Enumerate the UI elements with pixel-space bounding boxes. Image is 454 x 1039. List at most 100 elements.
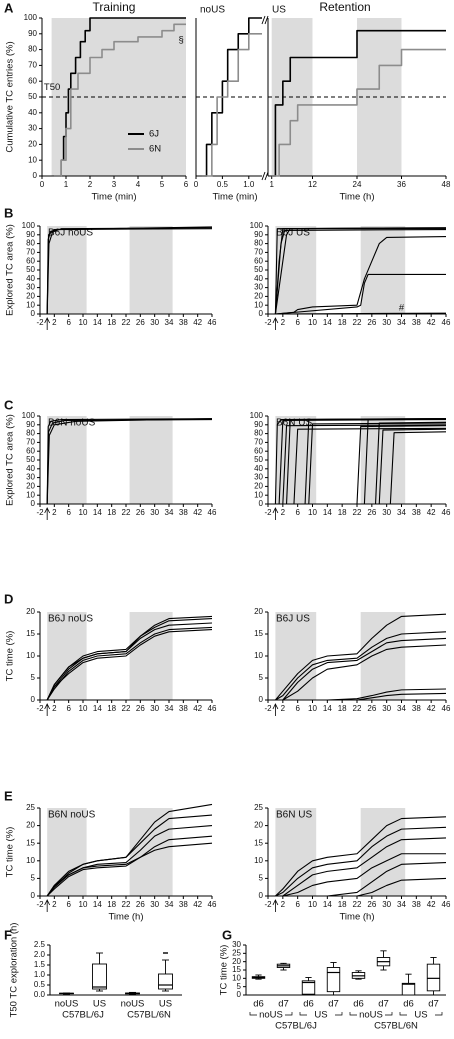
series-line	[46, 418, 213, 505]
chart-title: B6J noUS	[48, 228, 93, 239]
x-tick-label: 2	[281, 318, 286, 327]
x-tick-label: 0.5	[217, 180, 229, 189]
x-tick-label: d6	[253, 999, 264, 1010]
x-tick-label: 22	[353, 900, 362, 909]
x-tick-label: 34	[165, 704, 174, 713]
group-label: C57BL/6N	[127, 1010, 171, 1021]
x-tick-label: 2	[88, 180, 93, 189]
x-tick-label: 26	[136, 900, 145, 909]
x-tick-label: 1.0	[243, 180, 255, 189]
y-tick-label: 0	[31, 695, 36, 704]
y-tick-label: 30	[26, 283, 35, 292]
x-tick-label: 14	[323, 704, 332, 713]
y-tick-label: 15	[254, 838, 263, 847]
x-tick-label: 46	[442, 900, 451, 909]
legend-label: 6N	[149, 144, 161, 155]
series-line	[275, 826, 447, 897]
x-tick-label: 30	[382, 900, 391, 909]
x-tick-label: 18	[107, 900, 116, 909]
condition-bracket	[349, 1012, 393, 1016]
x-tick-label: 26	[367, 900, 376, 909]
chart-title: Training	[93, 0, 136, 14]
y-tick-label: 5	[259, 874, 264, 883]
x-tick-label: 22	[122, 318, 131, 327]
x-tick-label: 2	[281, 704, 286, 713]
start-arrow-head	[272, 899, 279, 906]
x-tick-label: 6	[184, 180, 189, 189]
series-line	[275, 273, 446, 315]
shaded-period	[360, 612, 406, 700]
x-tick-label: 5	[160, 180, 165, 189]
box	[326, 967, 341, 993]
x-tick-label: 14	[93, 318, 102, 327]
y-axis-label: Explored TC area (%)	[5, 414, 16, 506]
y-tick-label: 60	[28, 76, 37, 85]
x-tick-label: 1	[269, 180, 274, 189]
series-line	[54, 17, 186, 177]
chart-title: B6N noUS	[48, 418, 96, 429]
x-tick-label: noUS	[55, 999, 79, 1010]
condition-bracket	[399, 1012, 443, 1016]
x-tick-label: 34	[165, 508, 174, 517]
y-tick-label: 10	[254, 490, 263, 499]
y-tick-label: 20	[254, 607, 263, 616]
y-tick-label: 70	[254, 438, 263, 447]
start-arrow-head	[44, 507, 51, 514]
x-tick-label: -2	[36, 508, 44, 517]
chart-title: B6N US	[276, 418, 312, 429]
x-tick-label: 36	[397, 180, 406, 189]
x-tick-label: 38	[179, 318, 188, 327]
x-tick-label: 18	[338, 704, 347, 713]
y-tick-label: 2.0	[34, 950, 46, 959]
shaded-period	[129, 612, 173, 700]
x-tick-label: 14	[323, 318, 332, 327]
x-tick-label: 10	[79, 508, 88, 517]
x-tick-label: 1	[64, 180, 69, 189]
x-tick-label: 10	[79, 900, 88, 909]
x-axis-label: Time (h)	[339, 192, 374, 203]
box	[158, 973, 173, 990]
panel-label: D	[4, 591, 13, 606]
x-tick-label: 6	[66, 704, 71, 713]
y-tick-label: 25	[254, 803, 263, 812]
y-tick-label: 20	[254, 292, 263, 301]
y-tick-label: 20	[254, 821, 263, 830]
x-tick-label: 38	[179, 704, 188, 713]
y-axis-label: T50 TC exploration (h)	[9, 923, 20, 1018]
y-tick-label: 40	[254, 464, 263, 473]
box	[301, 980, 316, 995]
start-arrow-head	[44, 317, 51, 324]
x-tick-label: 42	[193, 508, 202, 517]
x-tick-label: d6	[403, 999, 414, 1010]
y-tick-label: 25	[26, 803, 35, 812]
condition-label: US	[414, 1010, 427, 1021]
axis-break	[261, 171, 269, 181]
start-arrow-head	[272, 703, 279, 710]
x-tick-label: 26	[136, 508, 145, 517]
x-tick-label: 22	[353, 704, 362, 713]
condition-label: US	[314, 1010, 327, 1021]
x-tick-label: 46	[208, 318, 217, 327]
y-tick-label: 20	[26, 607, 35, 616]
series-line	[275, 853, 446, 897]
y-tick-label: 90	[26, 230, 35, 239]
series-line	[271, 48, 446, 177]
x-tick-label: -2	[264, 900, 272, 909]
x-axis-label: Time (min)	[212, 192, 257, 203]
panel-label: G	[222, 927, 232, 942]
x-tick-label: 10	[79, 704, 88, 713]
y-tick-label: 50	[254, 455, 263, 464]
x-tick-label: 0	[40, 180, 45, 189]
series-line	[201, 17, 262, 177]
y-tick-label: 90	[26, 420, 35, 429]
x-tick-label: 26	[136, 318, 145, 327]
x-tick-label: 10	[308, 318, 317, 327]
start-arrow-head	[44, 703, 51, 710]
x-tick-label: 46	[208, 900, 217, 909]
y-tick-label: 0	[259, 309, 264, 318]
x-tick-label: 10	[308, 900, 317, 909]
y-tick-label: 80	[28, 45, 37, 54]
x-tick-label: 34	[165, 900, 174, 909]
y-tick-label: 70	[28, 61, 37, 70]
